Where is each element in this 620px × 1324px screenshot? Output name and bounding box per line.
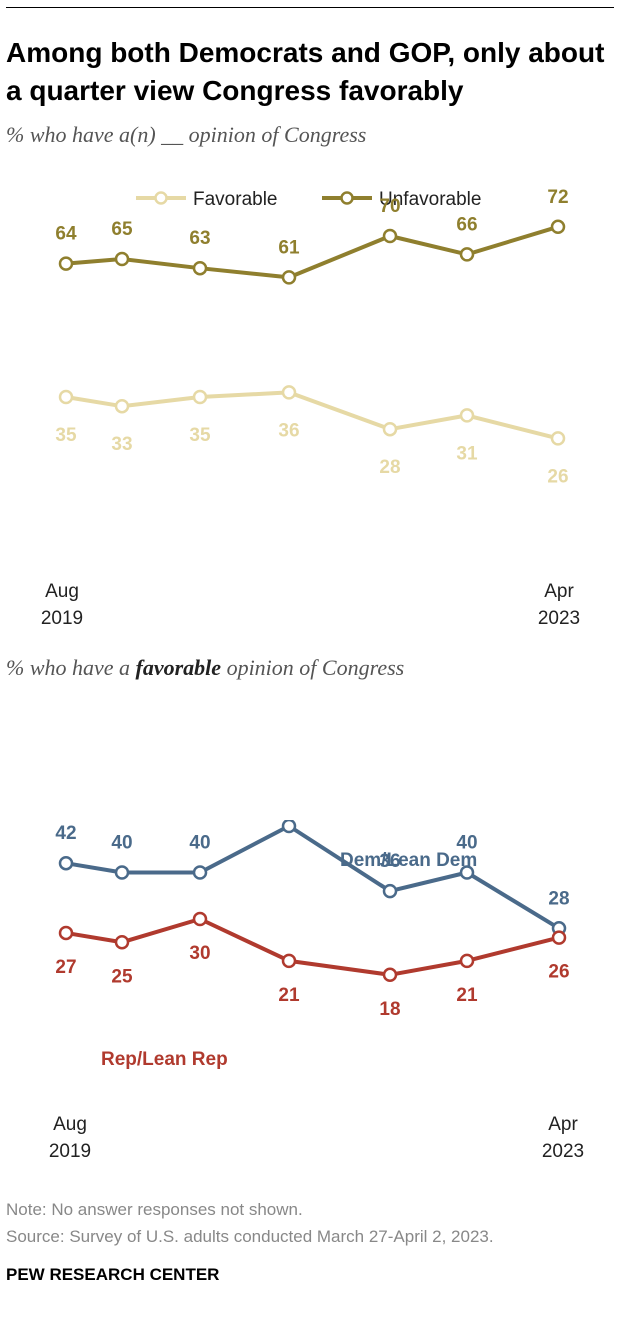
x-label-end-month: Apr: [548, 1114, 578, 1135]
data-label-0-5: 31: [456, 443, 478, 464]
data-point-1-3: [281, 270, 297, 285]
x-label-end-month: Apr: [544, 581, 574, 602]
data-point-1-4: [382, 228, 398, 244]
data-label-0-4: 28: [379, 457, 400, 478]
legend-marker-1: [340, 191, 354, 205]
data-label-0-6: 26: [547, 466, 568, 487]
legend-marker-0: [154, 191, 168, 205]
data-label-1-5: 21: [456, 985, 478, 1006]
data-label-1-5: 66: [456, 214, 477, 235]
legend-label-1: Unfavorable: [379, 189, 481, 210]
chart2-subtitle-bold: favorable: [135, 655, 222, 680]
data-label-1-6: 26: [548, 962, 569, 983]
data-point-0-0: [58, 389, 74, 405]
data-label-0-0: 35: [55, 425, 77, 446]
data-label-0-3: 36: [278, 420, 299, 441]
series-name-1: Rep/Lean Rep: [101, 1049, 228, 1070]
data-label-1-1: 25: [111, 966, 133, 987]
chart-overall: Favorable Unfavorable 35 33 35 36 28 31 26 64 65 63…: [41, 187, 580, 629]
chart2-subtitle-post: opinion of Congress: [221, 655, 405, 680]
data-label-1-0: 64: [55, 224, 77, 245]
x-label-end-year: 2023: [542, 1141, 584, 1162]
data-point-0-1: [114, 398, 130, 414]
data-point-0-4: [382, 421, 398, 437]
data-label-1-3: 21: [278, 985, 300, 1006]
data-point-1-4: [382, 967, 398, 983]
series-name-0: Dem/Lean Dem: [340, 850, 477, 871]
data-point-1-0: [58, 925, 74, 941]
data-point-0-5: [459, 408, 475, 423]
data-label-1-3: 61: [278, 237, 300, 258]
source: Source: Survey of U.S. adults conducted …: [6, 1227, 494, 1247]
chart1-subtitle: % who have a(n) __ opinion of Congress: [6, 122, 367, 147]
org-name: PEW RESEARCH CENTER: [6, 1265, 220, 1284]
x-label-end-year: 2023: [538, 608, 580, 629]
data-point-0-3: [281, 820, 297, 834]
data-label-0-1: 40: [111, 833, 132, 854]
data-point-0-5: [459, 865, 475, 880]
data-label-1-4: 70: [379, 196, 400, 217]
legend-label-0: Favorable: [193, 189, 278, 210]
data-label-0-4: 36: [379, 851, 400, 872]
data-point-0-2: [192, 865, 208, 880]
series-line-1: [65, 224, 559, 280]
page-title: Among both Democrats and GOP, only about…: [6, 37, 605, 106]
x-label-start-month: Aug: [45, 581, 79, 602]
chart2-subtitle-pre: % who have a: [6, 655, 136, 680]
data-point-1-1: [114, 251, 130, 267]
data-label-1-6: 72: [547, 187, 568, 208]
chart2-subtitle: % who have a favorable opinion of Congre…: [6, 655, 404, 681]
x-label-start-month: Aug: [53, 1114, 87, 1135]
data-label-0-2: 35: [189, 425, 211, 446]
data-point-0-6: [550, 431, 566, 446]
data-point-0-1: [114, 865, 130, 880]
data-point-0-4: [382, 883, 398, 899]
source-text: Survey of U.S. adults conducted March 27…: [69, 1227, 494, 1246]
data-label-0-6: 28: [548, 888, 569, 909]
data-label-0-1: 33: [111, 434, 132, 455]
data-point-1-6: [550, 219, 566, 235]
chart-by-party: 4240405036402827253021182126Dem/Lean Dem…: [49, 820, 584, 1162]
note: Note: No answer responses not shown.: [6, 1200, 303, 1219]
data-point-0-0: [58, 855, 74, 871]
data-point-0-3: [281, 385, 297, 400]
x-label-start-year: 2019: [41, 608, 83, 629]
data-point-0-2: [192, 389, 208, 405]
x-label-start-year: 2019: [49, 1141, 91, 1162]
series-line-0: [65, 390, 559, 441]
data-label-1-2: 63: [189, 228, 210, 249]
data-point-1-0: [58, 256, 74, 271]
top-rule: [6, 7, 614, 8]
data-label-1-1: 65: [111, 219, 133, 240]
data-point-1-1: [114, 935, 130, 950]
data-label-0-0: 42: [55, 823, 76, 844]
series-line-1: [65, 917, 560, 977]
data-point-1-6: [551, 930, 567, 945]
data-label-1-4: 18: [379, 999, 400, 1020]
data-label-0-2: 40: [189, 833, 210, 854]
data-point-1-5: [459, 247, 475, 262]
source-label: Source:: [6, 1227, 70, 1246]
series-line-0: [65, 824, 561, 931]
data-label-0-5: 40: [456, 833, 477, 854]
data-point-1-2: [192, 260, 208, 276]
data-point-1-5: [459, 953, 475, 969]
data-point-1-2: [192, 911, 208, 927]
data-point-1-3: [281, 953, 297, 969]
data-label-1-0: 27: [55, 957, 76, 978]
data-label-1-2: 30: [189, 943, 210, 964]
